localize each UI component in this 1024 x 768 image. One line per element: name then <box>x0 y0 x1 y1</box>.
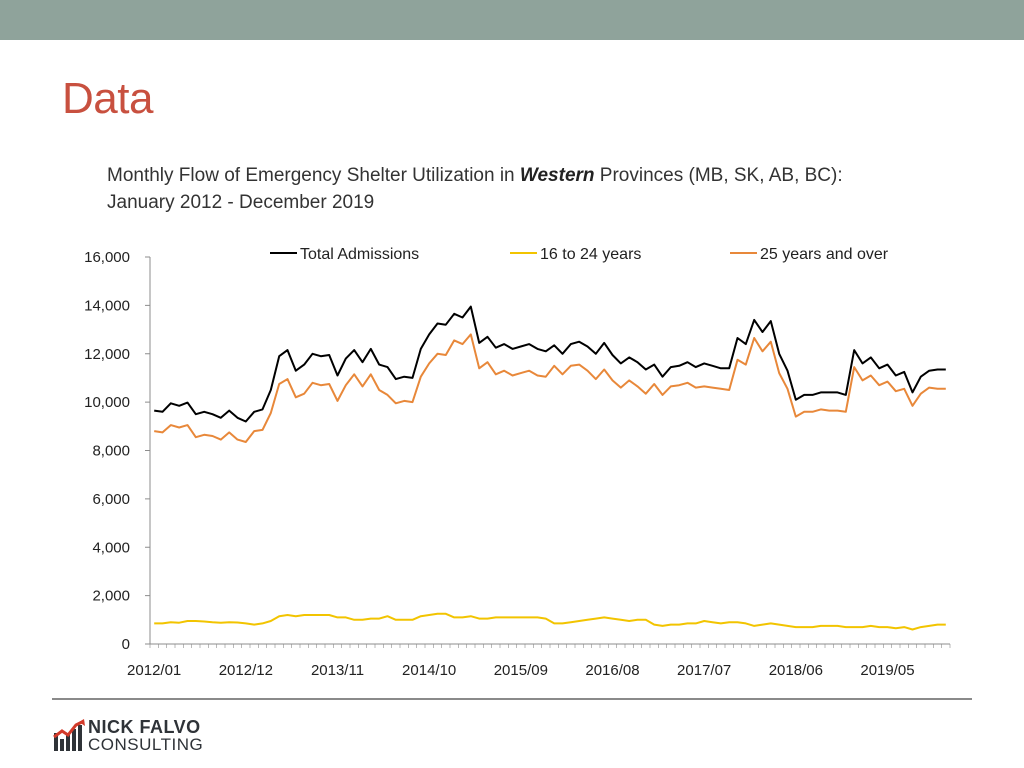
legend-label: Total Admissions <box>300 246 419 263</box>
logo-line1: NICK FALVO <box>88 717 201 737</box>
x-tick-label: 2018/06 <box>769 662 823 679</box>
x-tick-label: 2012/01 <box>127 662 181 679</box>
series-line-16-to-24-years <box>154 612 946 631</box>
chart-title-post: Provinces (MB, SK, AB, BC): <box>594 165 843 186</box>
x-tick-label: 2012/12 <box>219 662 273 679</box>
chart-title-pre: Monthly Flow of Emergency Shelter Utiliz… <box>107 165 520 186</box>
chart-title: Monthly Flow of Emergency Shelter Utiliz… <box>107 162 947 216</box>
x-tick-label: 2013/11 <box>311 662 364 679</box>
y-tick-label: 6,000 <box>92 491 130 508</box>
chart-title-emphasis: Western <box>519 165 595 186</box>
x-tick-label: 2019/05 <box>860 662 914 679</box>
y-tick-label: 4,000 <box>92 539 130 556</box>
y-tick-label: 14,000 <box>84 297 130 314</box>
x-tick-label: 2015/09 <box>494 662 548 679</box>
series-line-total-admissions <box>154 305 946 423</box>
y-tick-label: 16,000 <box>84 249 130 266</box>
logo-chart-icon <box>53 719 85 751</box>
x-tick-label: 2017/07 <box>677 662 731 679</box>
legend-label: 25 years and over <box>760 246 889 263</box>
footer-divider <box>52 698 972 700</box>
company-logo: NICK FALVO CONSULTING <box>52 716 252 756</box>
y-tick-label: 10,000 <box>84 394 130 411</box>
series-line-25-years-and-over <box>154 333 946 443</box>
y-tick-label: 0 <box>122 636 130 653</box>
x-tick-label: 2014/10 <box>402 662 456 679</box>
y-tick-label: 12,000 <box>84 346 130 363</box>
legend-label: 16 to 24 years <box>540 246 641 263</box>
y-tick-label: 8,000 <box>92 443 130 460</box>
x-tick-label: 2016/08 <box>585 662 639 679</box>
y-tick-label: 2,000 <box>92 588 130 605</box>
top-banner <box>0 0 1024 40</box>
chart-title-line2: January 2012 - December 2019 <box>107 192 375 213</box>
logo-line2: CONSULTING <box>88 735 204 754</box>
line-chart: 0 2,000 4,000 6,000 8,000 10,000 12,000 14,000 1… <box>84 246 951 679</box>
slide-title: Data <box>62 74 153 123</box>
